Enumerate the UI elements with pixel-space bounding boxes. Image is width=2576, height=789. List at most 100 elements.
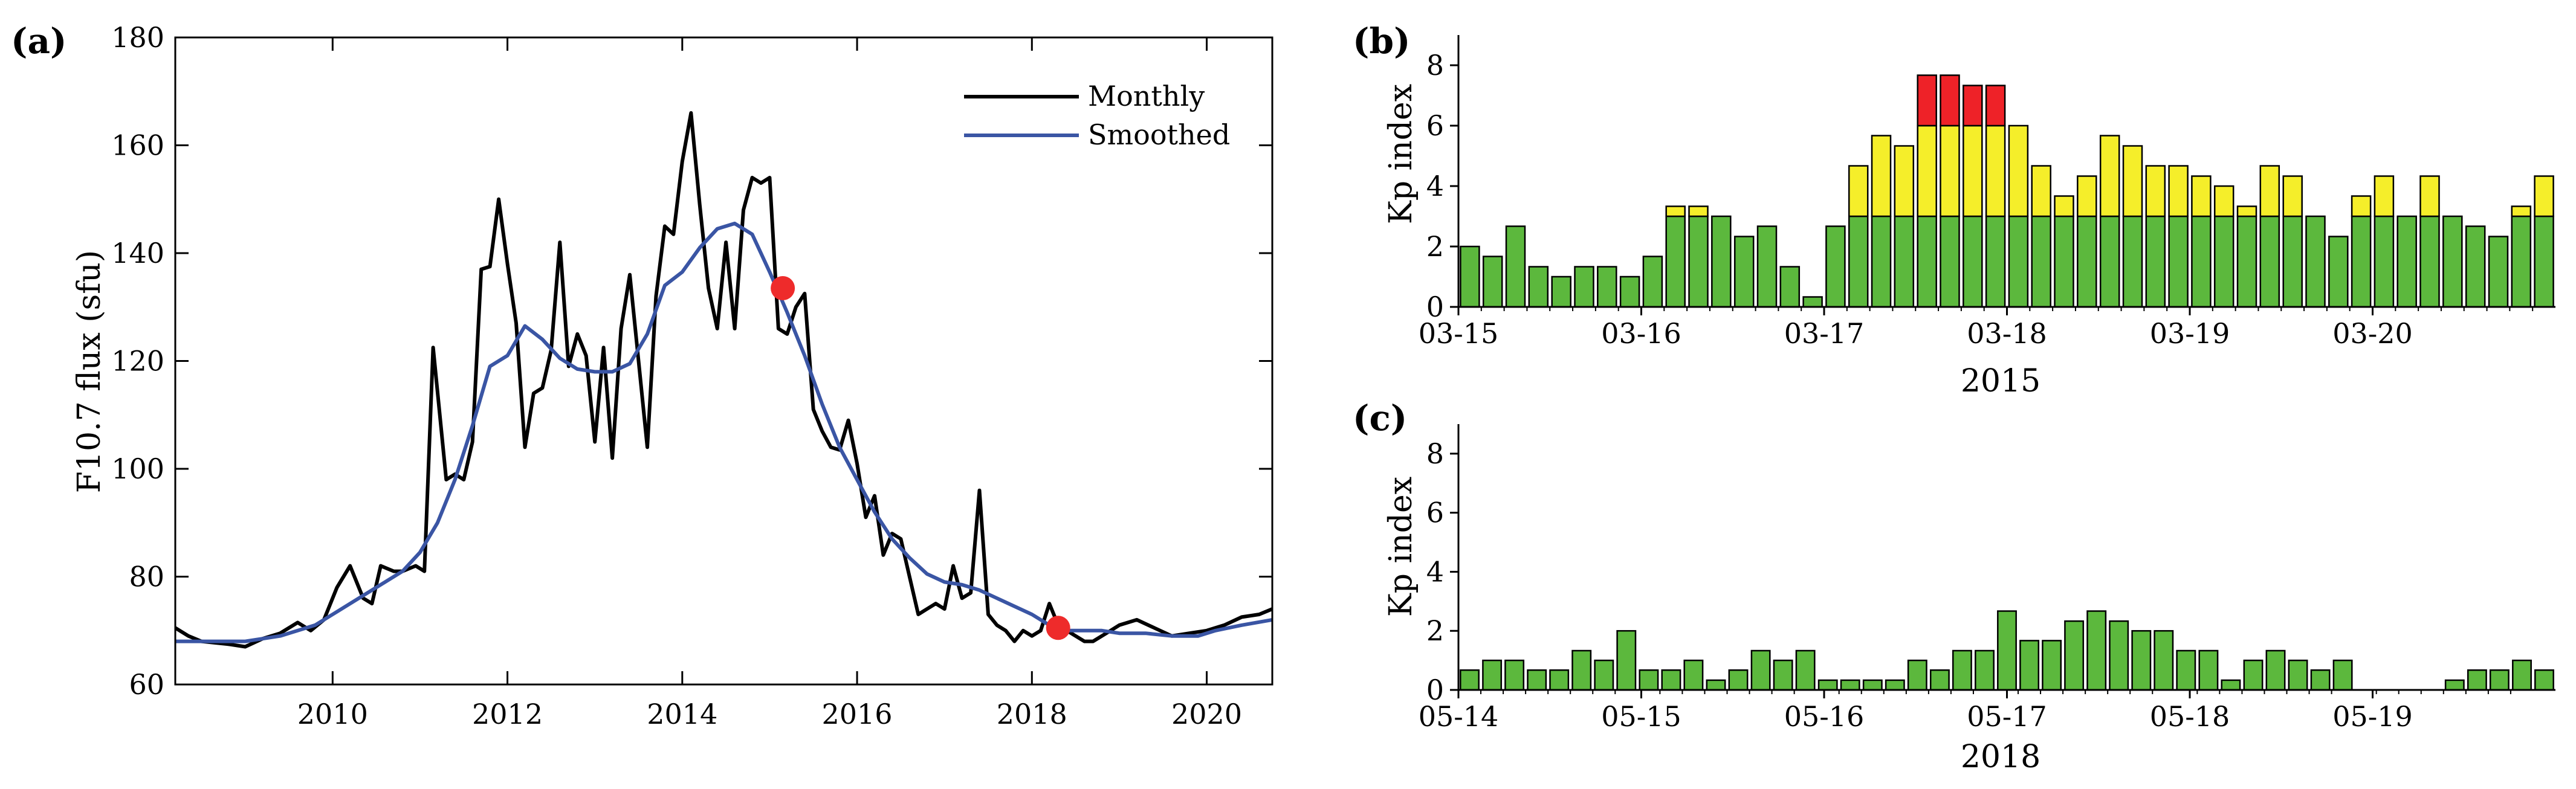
kp-bar: [2122, 215, 2143, 308]
kp-bar: [2511, 205, 2532, 217]
kp-bar: [2019, 640, 2040, 691]
kp-bar: [2031, 165, 2051, 217]
kp-bar: [2351, 215, 2372, 308]
kp-bar: [1665, 215, 1686, 308]
y-tick-label: 120: [111, 345, 164, 378]
kp-bar: [2442, 215, 2463, 308]
kp-bar: [2511, 215, 2532, 308]
y-tick-label: 2: [1426, 614, 1444, 647]
kp-bar: [1688, 215, 1709, 308]
kp-bar: [1661, 669, 1681, 691]
kp-bar: [2332, 659, 2353, 691]
kp-bar: [2099, 135, 2120, 217]
kp-bar: [1963, 124, 1983, 217]
x-tick-label: 03-20: [2332, 317, 2413, 350]
panel-a-plot-area: 60 80 100 120 140 160 180 2010 2012 2014 2016 2018 2…: [111, 21, 1273, 730]
kp-bar: [1779, 266, 1801, 308]
y-tick-label: 8: [1426, 437, 1444, 470]
kp-bar: [2265, 649, 2286, 691]
x-tick-label: 05-14: [1419, 700, 1499, 733]
kp-bar: [1871, 215, 1892, 308]
kp-bar: [2031, 215, 2051, 308]
kp-bar: [1940, 124, 1960, 217]
kp-bar: [1917, 124, 1937, 217]
kp-bar: [1706, 679, 1726, 691]
kp-bar: [2259, 165, 2280, 217]
kp-bar: [2168, 165, 2189, 217]
kp-bar: [1817, 679, 1838, 691]
kp-bar: [1460, 669, 1480, 691]
kp-bar: [1594, 659, 1614, 691]
kp-bar: [1795, 649, 1816, 691]
kp-bar: [2444, 679, 2465, 691]
y-tick-label: 6: [1426, 109, 1444, 142]
red-marker-point: [771, 276, 795, 301]
kp-bar: [2236, 205, 2257, 217]
kp-bar: [1773, 659, 1793, 691]
panel-c-y-axis-label: Kp index: [1383, 477, 1419, 617]
panel-a-y-axis-label: F10.7 flux (sfu): [71, 250, 108, 493]
panel-b-y-axis-label: Kp index: [1383, 84, 1419, 224]
kp-bar: [2077, 215, 2097, 308]
kp-bar: [1894, 215, 1915, 308]
kp-bar: [1871, 135, 1892, 217]
x-tick-label: 05-15: [1601, 700, 1681, 733]
kp-bar: [2191, 215, 2212, 308]
panel-c-label: (c): [1353, 398, 1407, 439]
kp-bar: [2534, 669, 2554, 691]
kp-bar: [1683, 659, 1704, 691]
kp-bar: [1639, 669, 1659, 691]
red-marker-point: [1046, 616, 1070, 640]
kp-bar: [1894, 145, 1915, 217]
kp-bar: [2213, 215, 2235, 308]
kp-bar: [1482, 256, 1503, 308]
kp-bar: [2213, 185, 2235, 217]
kp-bar: [1505, 225, 1526, 308]
kp-bar: [2168, 215, 2189, 308]
kp-bar: [2236, 215, 2257, 308]
legend-smoothed-label: Smoothed: [1088, 118, 1230, 151]
kp-bar: [2191, 175, 2212, 217]
x-tick-label: 2012: [472, 698, 543, 730]
x-tick-label: 2020: [1171, 698, 1242, 730]
kp-bar: [1527, 669, 1547, 691]
kp-bar: [2221, 679, 2241, 691]
y-tick-label: 6: [1426, 497, 1444, 529]
kp-bar: [1848, 165, 1869, 217]
kp-bar: [1985, 124, 2006, 217]
kp-bar: [1885, 679, 1905, 691]
kp-bar: [1862, 679, 1883, 691]
legend-monthly-label: Monthly: [1088, 80, 1205, 112]
x-tick-label: 2016: [822, 698, 893, 730]
x-tick-label: 05-19: [2332, 700, 2413, 733]
kp-bar: [2419, 215, 2440, 308]
kp-bar: [2154, 630, 2174, 691]
y-tick-label: 140: [111, 237, 164, 269]
kp-bar: [2131, 630, 2152, 691]
kp-bar: [2145, 165, 2166, 217]
x-tick-label: 05-16: [1784, 700, 1865, 733]
y-tick-label: 0: [1426, 291, 1444, 323]
kp-bar: [2467, 669, 2487, 691]
panel-b-label: (b): [1353, 21, 1410, 62]
kp-bar: [2489, 669, 2510, 691]
smoothed-series-line: [175, 221, 1273, 643]
kp-bar: [2008, 124, 2029, 217]
kp-bar: [2109, 620, 2129, 691]
monthly-series-line: [174, 111, 1273, 649]
y-tick-label: 100: [111, 452, 164, 485]
kp-bar: [2282, 215, 2303, 308]
kp-bar: [1756, 225, 1778, 308]
kp-bar: [1963, 85, 1983, 127]
kp-bar: [2077, 175, 2097, 217]
kp-bar: [2534, 215, 2554, 308]
x-tick-label: 03-17: [1784, 317, 1865, 350]
kp-bar: [1688, 205, 1709, 217]
kp-bar: [2488, 236, 2509, 308]
x-tick-label: 05-17: [1967, 700, 2047, 733]
kp-bar: [1907, 659, 1927, 691]
panel-b-kp-bar-chart: (b) Kp index 2015 0 2 4 6 8 03-15 03-16 03-17 03…: [1353, 21, 2555, 399]
y-tick-label: 80: [129, 561, 164, 593]
kp-bar: [2351, 195, 2372, 217]
